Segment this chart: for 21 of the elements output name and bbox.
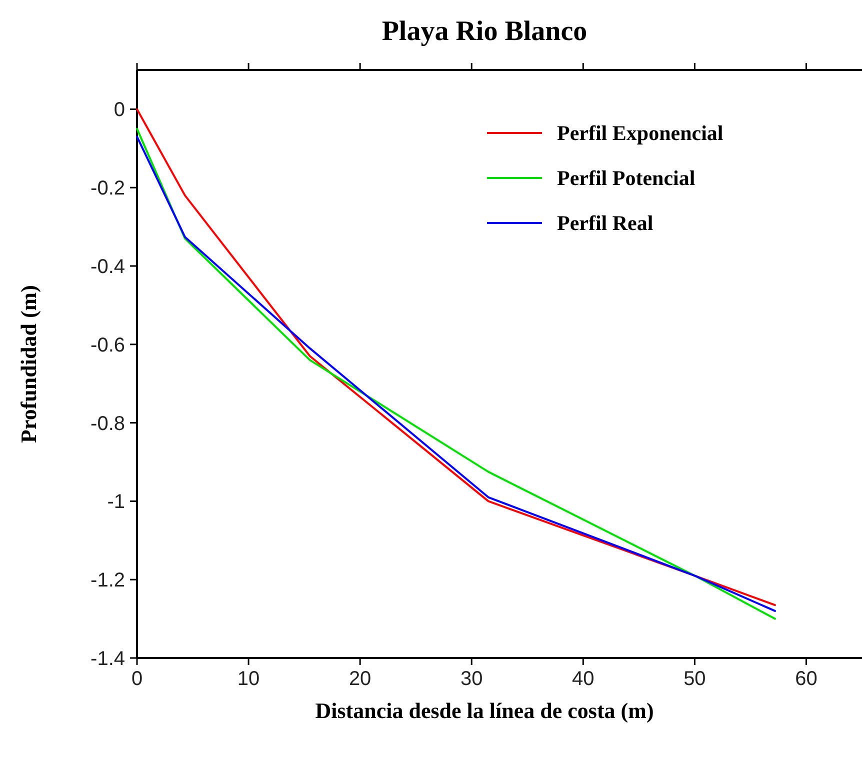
y-axis-title: Profundidad (m): [16, 285, 41, 443]
x-tick-label: 0: [131, 668, 143, 690]
x-tick-label: 30: [460, 668, 483, 690]
legend-label: Perfil Real: [557, 211, 654, 235]
x-tick-label: 40: [572, 668, 594, 690]
x-axis-title: Distancia desde la línea de costa (m): [315, 698, 654, 723]
x-tick-label: 20: [348, 668, 372, 690]
chart-title: Playa Rio Blanco: [382, 16, 588, 47]
x-tick-label: 50: [684, 668, 706, 690]
y-tick-label: -0.2: [90, 178, 125, 200]
x-tick-label: 10: [237, 668, 260, 690]
x-tick-label: 60: [795, 668, 818, 690]
y-tick-label: -0.6: [90, 334, 125, 356]
y-tick-label: -0.4: [90, 256, 125, 278]
legend-label: Perfil Potencial: [557, 166, 696, 190]
y-tick-label: 0: [114, 99, 125, 122]
y-tick-label: -1: [107, 491, 125, 514]
legend-label: Perfil Exponencial: [557, 121, 724, 145]
y-tick-label: -0.8: [90, 412, 125, 435]
y-tick-label: -1.2: [90, 570, 125, 592]
y-tick-label: -1.4: [90, 648, 125, 670]
